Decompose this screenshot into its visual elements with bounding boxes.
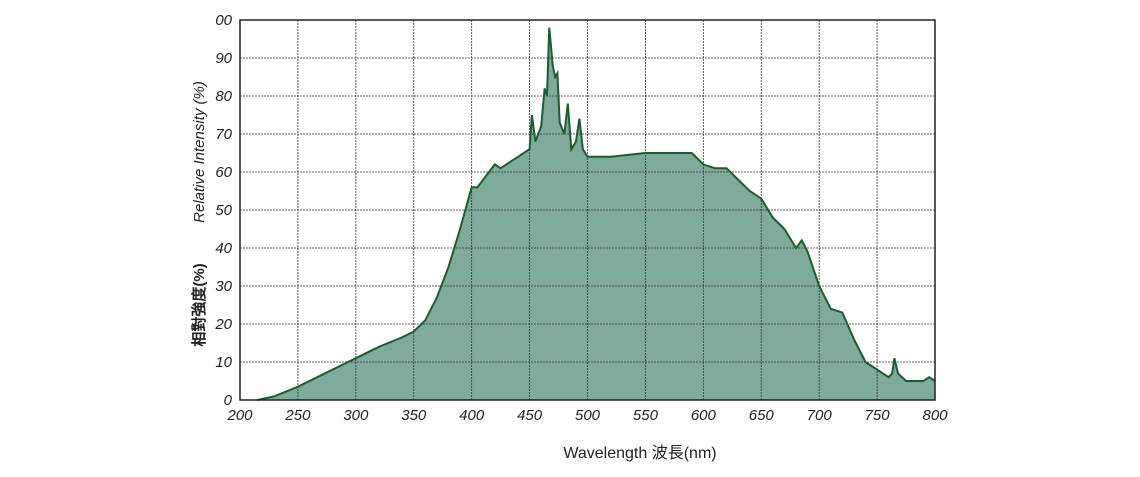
y-tick-label: 60 xyxy=(215,164,232,181)
area-fill xyxy=(257,27,935,400)
x-tick-label: 350 xyxy=(401,407,427,424)
y-tick-label: 20 xyxy=(214,316,232,333)
y-tick-label: 0 xyxy=(224,392,233,409)
area-line xyxy=(257,27,936,401)
x-tick-label: 200 xyxy=(226,407,253,424)
x-tick-label: 750 xyxy=(865,407,891,424)
x-tick-label: 700 xyxy=(807,407,833,424)
x-tick-label: 500 xyxy=(575,407,601,424)
x-tick-label: 550 xyxy=(633,407,659,424)
y-axis-label-cn: 相對強度(%) xyxy=(190,263,208,346)
x-tick-label: 400 xyxy=(459,407,485,424)
y-tick-label: 10 xyxy=(215,354,232,371)
y-tick-label: 90 xyxy=(215,50,232,67)
y-tick-label: 70 xyxy=(215,126,232,143)
plot-border xyxy=(239,19,936,401)
y-axis-label: Relative Intensity (%) xyxy=(191,81,208,223)
x-tick-label: 800 xyxy=(922,407,948,424)
y-tick-label: 30 xyxy=(215,278,232,295)
y-tick-label: 50 xyxy=(215,202,232,219)
x-tick-label: 250 xyxy=(284,407,311,424)
x-axis-label: Wavelength 波長(nm) xyxy=(563,444,716,462)
x-tick-label: 450 xyxy=(517,407,543,424)
x-tick-label: 650 xyxy=(749,407,775,424)
y-tick-label: 40 xyxy=(215,240,232,257)
y-tick-label: 00 xyxy=(215,12,232,29)
y-tick-label: 80 xyxy=(215,88,232,105)
x-tick-label: 300 xyxy=(343,407,369,424)
x-tick-label: 600 xyxy=(691,407,717,424)
